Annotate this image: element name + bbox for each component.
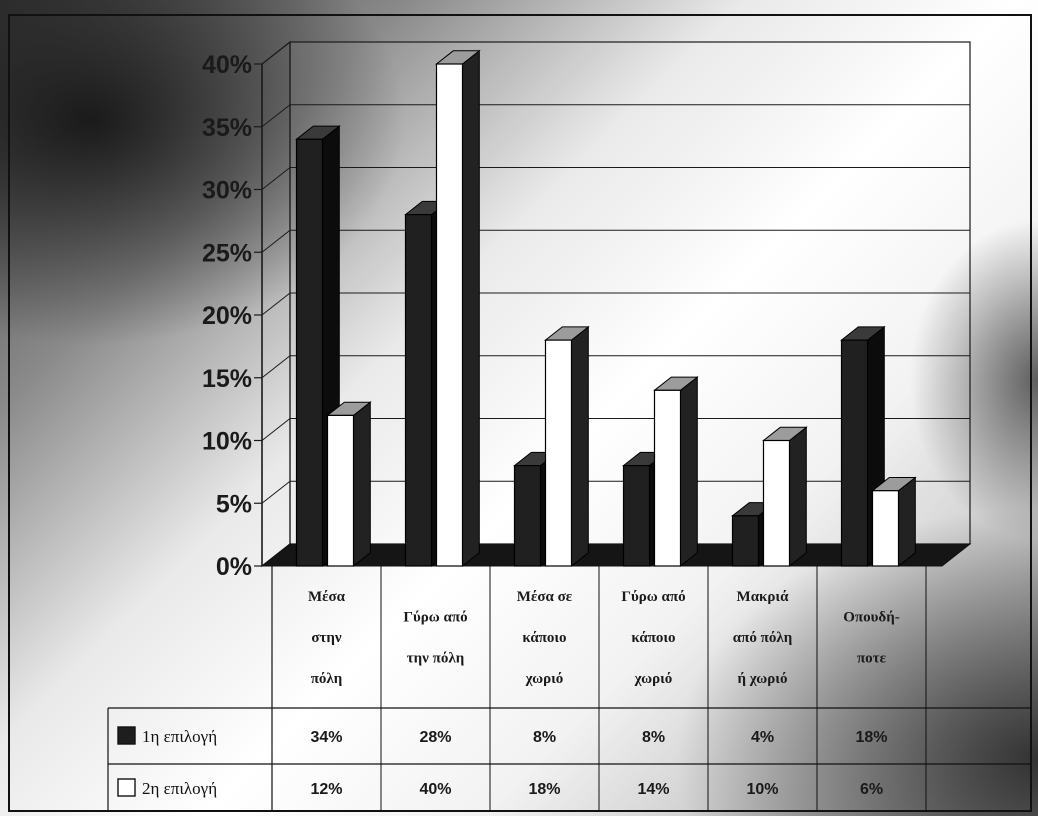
category-label-line: Οπουδή- xyxy=(843,610,899,626)
bar-side xyxy=(353,401,371,568)
gridline-diagonal xyxy=(261,104,291,128)
data-label-series2-4: 14% xyxy=(637,781,669,798)
data-label-series1-3: 8% xyxy=(533,729,556,746)
data-label-series2-3: 18% xyxy=(528,781,560,798)
category-label-line: κάποιο xyxy=(631,630,675,646)
y-tick-label: 10% xyxy=(202,428,252,456)
bar-side xyxy=(680,376,698,568)
category-label-line: Γύρω από xyxy=(403,610,467,626)
category-label-line: ποτε xyxy=(857,651,887,667)
y-tick-label: 0% xyxy=(216,553,252,581)
y-tick-label: 30% xyxy=(202,177,252,205)
data-label-series1-1: 34% xyxy=(310,729,342,746)
data-table: Μέσα στην πόλη Γύρω από την πόλη Μέσα σε κάποι… xyxy=(107,566,1030,812)
data-label-series2-5: 10% xyxy=(746,781,778,798)
y-tick-label: 15% xyxy=(202,365,252,393)
bar-side xyxy=(789,426,807,568)
bar-front xyxy=(871,490,900,567)
gridline-diagonal xyxy=(261,355,291,379)
data-label-series1-6: 18% xyxy=(855,729,887,746)
data-label-series2-1: 12% xyxy=(310,781,342,798)
data-label-series2-6: 6% xyxy=(860,781,883,798)
y-tick-label: 35% xyxy=(202,114,252,142)
bar-series2-3 xyxy=(544,325,590,568)
data-label-series1-4: 8% xyxy=(642,729,665,746)
category-label-line: πόλη xyxy=(311,671,343,687)
bar-series2-4 xyxy=(653,376,699,568)
gridline-diagonal xyxy=(261,167,291,190)
gridline-diagonal xyxy=(261,418,291,441)
bars xyxy=(295,49,917,568)
bar-front xyxy=(840,339,869,567)
category-label-line: Μέσα xyxy=(308,589,346,605)
category-label-line: την πόλη xyxy=(407,651,465,667)
category-label-line: κάποιο xyxy=(522,630,566,646)
category-label-6: Οπουδή-ποτε xyxy=(843,610,899,667)
bar-series2-5 xyxy=(762,426,808,568)
bar-front xyxy=(544,339,573,567)
bar-front xyxy=(653,389,682,567)
y-axis: 0% 5% 10% 15% 20% 25% 30% 35% 40% xyxy=(202,51,263,581)
category-label-line: Γύρω από xyxy=(621,589,685,605)
bar-side xyxy=(571,325,589,568)
category-label-line: από πόλη xyxy=(733,630,792,646)
gridline-diagonal xyxy=(261,229,291,253)
category-label-line: Μακριά xyxy=(737,589,790,605)
bar-series2-1 xyxy=(326,401,372,568)
legend-swatch-series2 xyxy=(117,778,136,797)
y-tick-label: 25% xyxy=(202,239,252,267)
bar-front xyxy=(404,214,433,567)
y-tick-label: 5% xyxy=(216,490,252,518)
category-label-5: Μακριά από πόλη ή χωριό xyxy=(733,589,792,687)
bar-front xyxy=(762,439,791,567)
category-label-line: χωριό xyxy=(634,671,673,687)
bar-side xyxy=(898,476,916,568)
page-frame xyxy=(8,14,1032,812)
bar-front xyxy=(295,138,324,567)
y-tick-label: 20% xyxy=(202,302,252,330)
category-label-2: Γύρω από την πόλη xyxy=(403,610,467,667)
bar-front xyxy=(326,414,355,567)
category-label-line: στην xyxy=(311,630,342,646)
data-label-series2-2: 40% xyxy=(419,781,451,798)
bar-front xyxy=(435,63,464,567)
category-label-4: Γύρω από κάποιο χωριό xyxy=(621,589,685,687)
legend-label-series2: 2η επιλογή xyxy=(142,779,217,798)
bar-series2-6 xyxy=(871,476,917,568)
category-label-1: Μέσα στην πόλη xyxy=(308,589,346,687)
y-tick-label: 40% xyxy=(202,51,252,79)
gridline-diagonal xyxy=(261,480,291,504)
category-label-3: Μέσα σε κάποιο χωριό xyxy=(517,589,573,687)
bar-side xyxy=(462,49,480,568)
bar-front xyxy=(513,465,542,567)
bar-series2-2 xyxy=(435,49,481,568)
bar-series1-1 xyxy=(295,125,341,568)
category-label-line: Μέσα σε xyxy=(517,589,573,605)
category-label-line: ή χωριό xyxy=(738,671,788,687)
legend-label-series1: 1η επιλογή xyxy=(142,727,217,746)
gridline-diagonal xyxy=(261,292,291,316)
gridline-diagonal xyxy=(261,41,291,65)
data-label-series1-5: 4% xyxy=(751,729,774,746)
category-label-line: χωριό xyxy=(525,671,564,687)
data-label-series1-2: 28% xyxy=(419,729,451,746)
legend-swatch-series1 xyxy=(117,726,136,745)
bar-front xyxy=(622,465,651,567)
bar-front xyxy=(731,515,760,567)
